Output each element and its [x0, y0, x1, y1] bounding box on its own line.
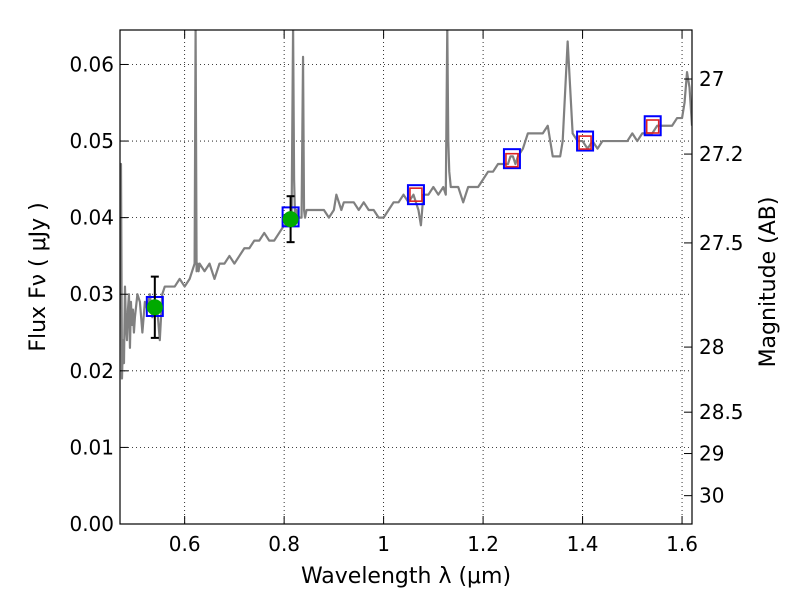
spectrum-line: [120, 30, 692, 380]
y2-tick-label: 28: [699, 335, 724, 359]
y2-tick-label: 30: [699, 484, 724, 508]
model-photometry-marker: [576, 130, 595, 152]
y2-tick-label: 28.5: [699, 400, 744, 424]
model-photometry-marker: [502, 148, 521, 170]
x-tick-label: 1.6: [666, 532, 698, 556]
observed-photometry-point: [282, 211, 299, 228]
y2-tick-label: 27: [699, 67, 724, 91]
model-photometry-marker: [643, 115, 662, 137]
y-tick-label: 0.05: [69, 129, 114, 153]
y-tick-label: 0.01: [69, 435, 114, 459]
predicted-photometry-marker: [505, 152, 519, 168]
ticks: 0.6 0.8 1 1.2 1.4 1.6 0.00 0.01 0.02 0.03 0.04 0.05…: [69, 30, 744, 556]
y-axis-label: Flux Fν ( μJy ): [26, 202, 51, 351]
predicted-photometry-marker: [578, 135, 592, 150]
x-axis-label: Wavelength λ (μm): [301, 564, 511, 589]
y-tick-label: 0.03: [69, 282, 114, 306]
y-tick-label: 0.00: [69, 512, 114, 536]
observed-photometry-point: [146, 299, 163, 316]
predicted-photometry-marker: [409, 187, 423, 202]
model-photometry-marker: [406, 184, 425, 206]
plot-frame: [119, 29, 693, 525]
x-tick-label: 1: [377, 532, 390, 556]
y-tick-label: 0.02: [69, 359, 114, 383]
y2-axis-label: Magnitude (AB): [756, 197, 781, 368]
y-tick-label: 0.04: [69, 206, 114, 230]
y2-tick-label: 29: [699, 442, 724, 466]
x-tick-label: 1.2: [467, 532, 499, 556]
marker-layer: [145, 115, 662, 339]
x-tick-label: 0.6: [169, 532, 201, 556]
y2-tick-label: 27.2: [699, 142, 744, 166]
y2-tick-label: 27.5: [699, 231, 744, 255]
predicted-photometry-marker: [645, 119, 660, 134]
x-tick-label: 0.8: [268, 532, 300, 556]
y-tick-label: 0.06: [69, 52, 114, 76]
x-tick-label: 1.4: [567, 532, 599, 556]
series-layer: [120, 30, 692, 380]
